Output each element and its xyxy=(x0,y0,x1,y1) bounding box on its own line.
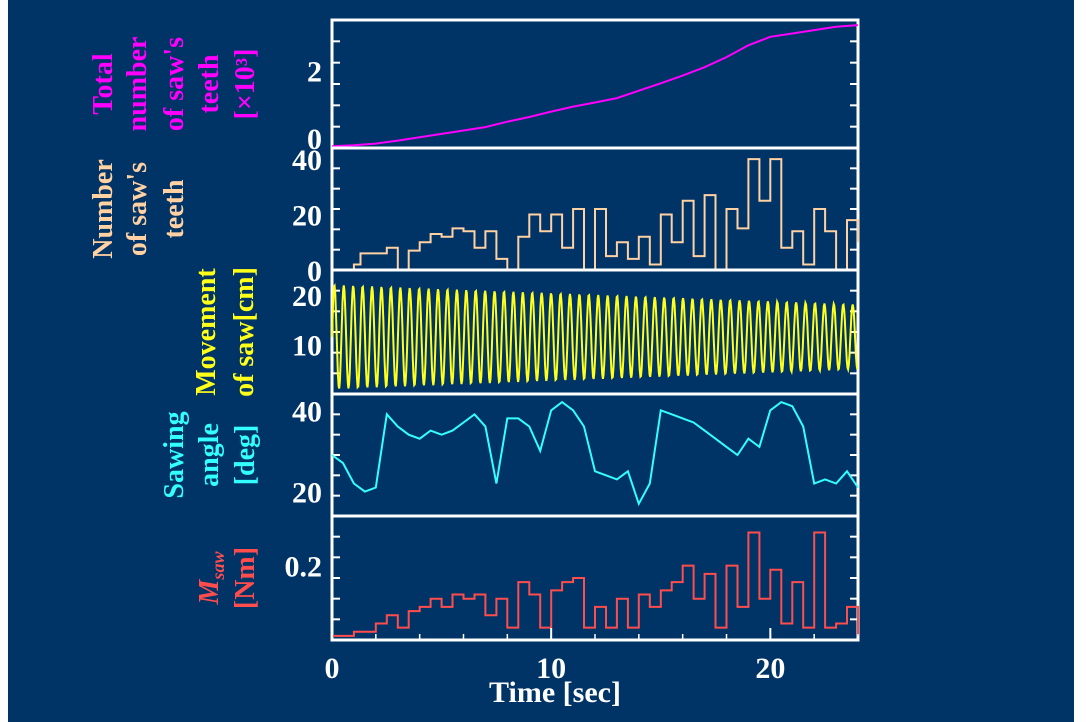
moment-subscript: saw xyxy=(208,551,228,581)
panel-3-ytick-label: 10 xyxy=(292,329,322,362)
panel-2-ylabel-line: teeth xyxy=(159,179,190,239)
panel-5-series-line xyxy=(332,531,859,637)
panel-3-ytick-label: 20 xyxy=(292,280,322,313)
panel-3-series-line xyxy=(331,283,859,390)
panel-1-series-line xyxy=(331,24,859,148)
panel-1-ylabel-line: teeth xyxy=(194,54,225,114)
xaxis-tick-label: 0 xyxy=(325,652,340,685)
panel-1-ylabel-line: of saw's xyxy=(159,37,190,131)
panel-3-ylabel-line: of saw[cm] xyxy=(229,267,260,397)
panel-2-ytick-label: 20 xyxy=(292,200,322,233)
panel-2-ytick-label: 40 xyxy=(292,144,322,177)
panel-4-ytick-label: 20 xyxy=(292,477,322,510)
panel-5-ylabel-line: [Nm] xyxy=(230,547,261,609)
panel-1-ylabel-line: [×10³] xyxy=(230,49,261,120)
panel-4-ylabel-line: [deg] xyxy=(230,425,261,486)
panel-2-ylabel-line: Number xyxy=(88,159,119,259)
panel-1-ytick-label: 2 xyxy=(307,56,322,89)
panel-2-ytick-label: 0 xyxy=(307,255,322,288)
panel-4-ylabel-line: angle xyxy=(194,423,225,487)
xaxis-tick-label: 10 xyxy=(536,652,566,685)
panel-4-series-line xyxy=(331,400,859,507)
xaxis-title: Time [sec] xyxy=(489,676,621,709)
panel-4-ytick-label: 40 xyxy=(292,395,322,428)
panel-1-frame xyxy=(330,18,860,150)
panel-4-frame xyxy=(330,392,860,518)
panel-5-ytick-label: 0.2 xyxy=(285,551,323,584)
xaxis-tick-label: 20 xyxy=(755,652,785,685)
panel-5-ylabel-line: Msaw xyxy=(194,551,228,606)
panel-1-ylabel-line: number xyxy=(122,37,153,132)
panel-1-ylabel-line: Total xyxy=(88,53,119,114)
panel-2-series-line xyxy=(332,158,859,271)
panel-1-ytick-label: 0 xyxy=(307,123,322,156)
panel-2-ylabel-line: of saw's xyxy=(122,162,153,256)
panel-4-ylabel-line: Sawing xyxy=(159,411,190,498)
panel-3-ylabel-line: Movement xyxy=(191,268,222,396)
